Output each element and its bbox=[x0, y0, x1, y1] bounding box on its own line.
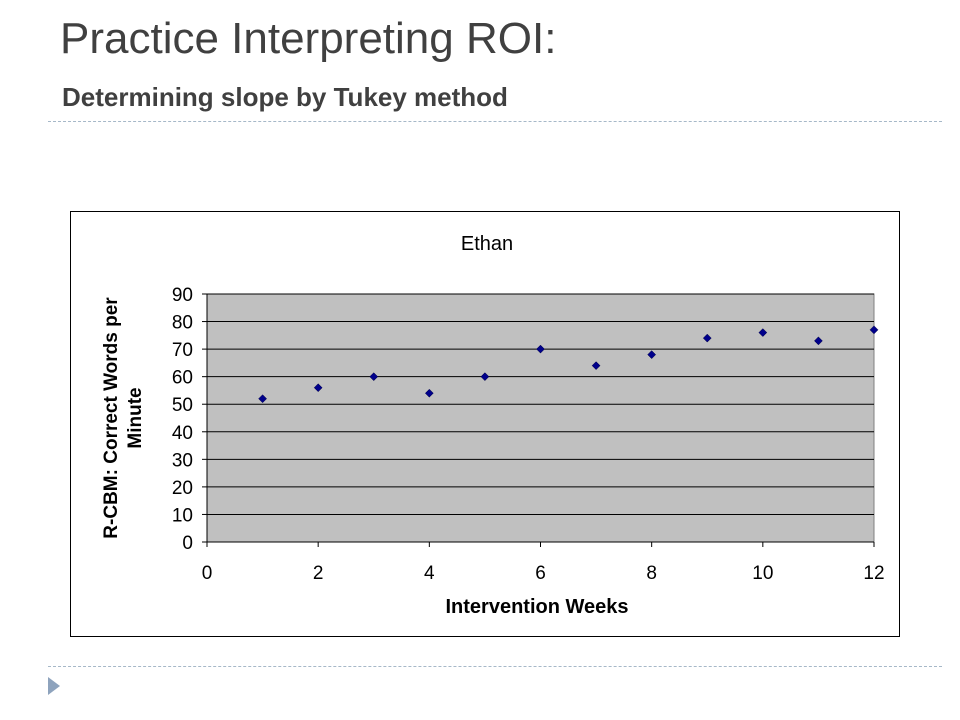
axes bbox=[206, 294, 875, 547]
y-tick-label: 10 bbox=[172, 505, 193, 526]
x-tick-label: 4 bbox=[424, 563, 435, 584]
x-tick-labels: 0 2 4 6 8 10 12 bbox=[202, 563, 885, 584]
y-axis-label: R-CBM: Correct Words per Minute bbox=[101, 297, 146, 539]
data-point bbox=[536, 344, 545, 354]
data-points bbox=[258, 325, 879, 404]
chart-svg: 0 10 20 30 40 50 60 70 80 90 0 2 4 6 8 10 12 Ethan Inte… bbox=[101, 233, 885, 618]
data-point bbox=[647, 350, 657, 359]
chart-frame: 0 10 20 30 40 50 60 70 80 90 0 2 4 6 8 10 12 Ethan Inte… bbox=[70, 211, 900, 637]
data-point bbox=[869, 325, 879, 335]
y-tick-labels: 0 10 20 30 40 50 60 70 80 90 bbox=[172, 285, 193, 554]
x-tick-label: 12 bbox=[863, 563, 884, 584]
y-tick-label: 30 bbox=[172, 450, 193, 471]
data-point bbox=[758, 328, 768, 337]
plot-area bbox=[206, 293, 875, 543]
data-point bbox=[313, 383, 323, 393]
slide-title: Practice Interpreting ROI: bbox=[60, 14, 557, 63]
data-point bbox=[258, 394, 267, 404]
y-tick-label: 90 bbox=[172, 285, 193, 306]
chart-title: Ethan bbox=[461, 233, 513, 255]
y-tick-label: 50 bbox=[172, 395, 193, 416]
y-tick-label: 0 bbox=[182, 533, 193, 554]
x-tick-label: 10 bbox=[752, 563, 773, 584]
x-tick-label: 6 bbox=[535, 563, 546, 584]
data-point bbox=[480, 372, 490, 382]
slide-subtitle: Determining slope by Tukey method bbox=[62, 82, 508, 112]
bullet-arrow-icon bbox=[48, 677, 60, 695]
divider-top bbox=[48, 121, 942, 122]
y-tick-label: 80 bbox=[172, 313, 193, 334]
data-point bbox=[369, 372, 379, 382]
x-tick-label: 0 bbox=[202, 563, 213, 584]
y-tick-label: 70 bbox=[172, 340, 193, 361]
y-tick-label: 20 bbox=[172, 478, 193, 499]
data-point bbox=[424, 388, 434, 398]
x-tick-label: 8 bbox=[646, 563, 657, 584]
x-axis-label: Intervention Weeks bbox=[445, 596, 628, 618]
data-point bbox=[591, 361, 601, 370]
data-point bbox=[702, 333, 712, 343]
y-tick-label: 60 bbox=[172, 368, 193, 389]
y-tick-label: 40 bbox=[172, 423, 193, 444]
data-point bbox=[814, 336, 823, 346]
divider-bottom bbox=[48, 666, 942, 667]
x-tick-label: 2 bbox=[313, 563, 324, 584]
